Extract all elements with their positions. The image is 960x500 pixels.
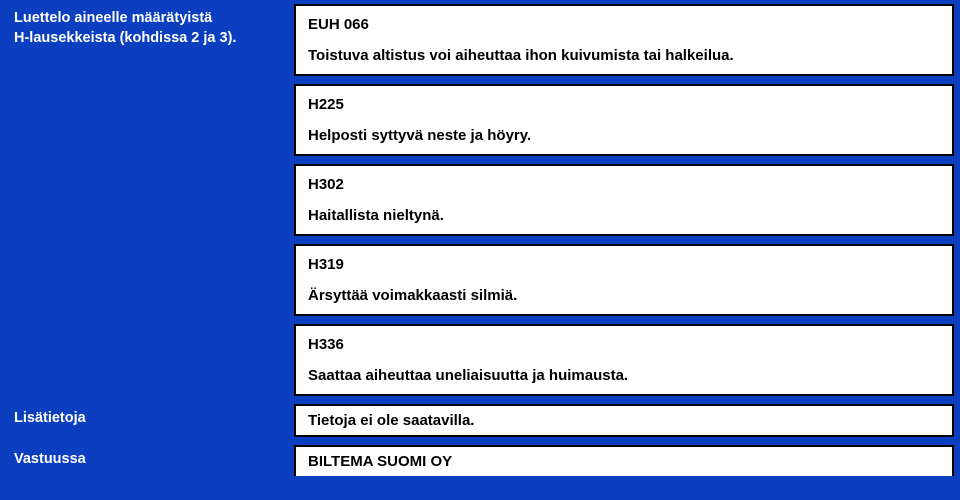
hazard-row: Luettelo aineelle määrätyistä H-lausekke… <box>0 0 960 80</box>
row-content-cell: H302 Haitallista nieltynä. <box>294 164 954 236</box>
row-content-cell: EUH 066 Toistuva altistus voi aiheuttaa … <box>294 4 954 76</box>
hazard-desc: Haitallista nieltynä. <box>308 207 940 224</box>
row-label-cell: Luettelo aineelle määrätyistä H-lausekke… <box>0 0 290 80</box>
hazard-code: H319 <box>308 256 940 273</box>
footer-label: Vastuussa <box>14 449 280 469</box>
footer-content-cell: BILTEMA SUOMI OY <box>294 445 954 476</box>
hazard-row: H302 Haitallista nieltynä. <box>0 160 960 240</box>
row-label-cell <box>0 160 290 240</box>
hazard-desc: Ärsyttää voimakkaasti silmiä. <box>308 287 940 304</box>
hazard-desc: Toistuva altistus voi aiheuttaa ihon kui… <box>308 47 940 64</box>
row-content-cell: H336 Saattaa aiheuttaa uneliaisuutta ja … <box>294 324 954 396</box>
footer-label-cell: Lisätietoja <box>0 400 290 441</box>
hazard-row: H319 Ärsyttää voimakkaasti silmiä. <box>0 240 960 320</box>
row-label-line1: Luettelo aineelle määrätyistä <box>14 8 280 28</box>
row-label-cell <box>0 240 290 320</box>
footer-row: Vastuussa BILTEMA SUOMI OY <box>0 441 960 480</box>
footer-text: BILTEMA SUOMI OY <box>308 453 940 470</box>
row-content-cell: H319 Ärsyttää voimakkaasti silmiä. <box>294 244 954 316</box>
hazard-code: H225 <box>308 96 940 113</box>
hazard-code: H336 <box>308 336 940 353</box>
footer-text: Tietoja ei ole saatavilla. <box>308 412 940 429</box>
row-label-cell <box>0 320 290 400</box>
page-container: Luettelo aineelle määrätyistä H-lausekke… <box>0 0 960 500</box>
hazard-code: EUH 066 <box>308 16 940 33</box>
footer-content-cell: Tietoja ei ole saatavilla. <box>294 404 954 437</box>
row-label-cell <box>0 80 290 160</box>
footer-row: Lisätietoja Tietoja ei ole saatavilla. <box>0 400 960 441</box>
hazard-row: H336 Saattaa aiheuttaa uneliaisuutta ja … <box>0 320 960 400</box>
hazard-code: H302 <box>308 176 940 193</box>
footer-label: Lisätietoja <box>14 408 280 428</box>
hazard-desc: Saattaa aiheuttaa uneliaisuutta ja huima… <box>308 367 940 384</box>
footer-label-cell: Vastuussa <box>0 441 290 480</box>
row-content-cell: H225 Helposti syttyvä neste ja höyry. <box>294 84 954 156</box>
hazard-row: H225 Helposti syttyvä neste ja höyry. <box>0 80 960 160</box>
row-label-line2: H-lausekkeista (kohdissa 2 ja 3). <box>14 28 280 48</box>
hazard-desc: Helposti syttyvä neste ja höyry. <box>308 127 940 144</box>
